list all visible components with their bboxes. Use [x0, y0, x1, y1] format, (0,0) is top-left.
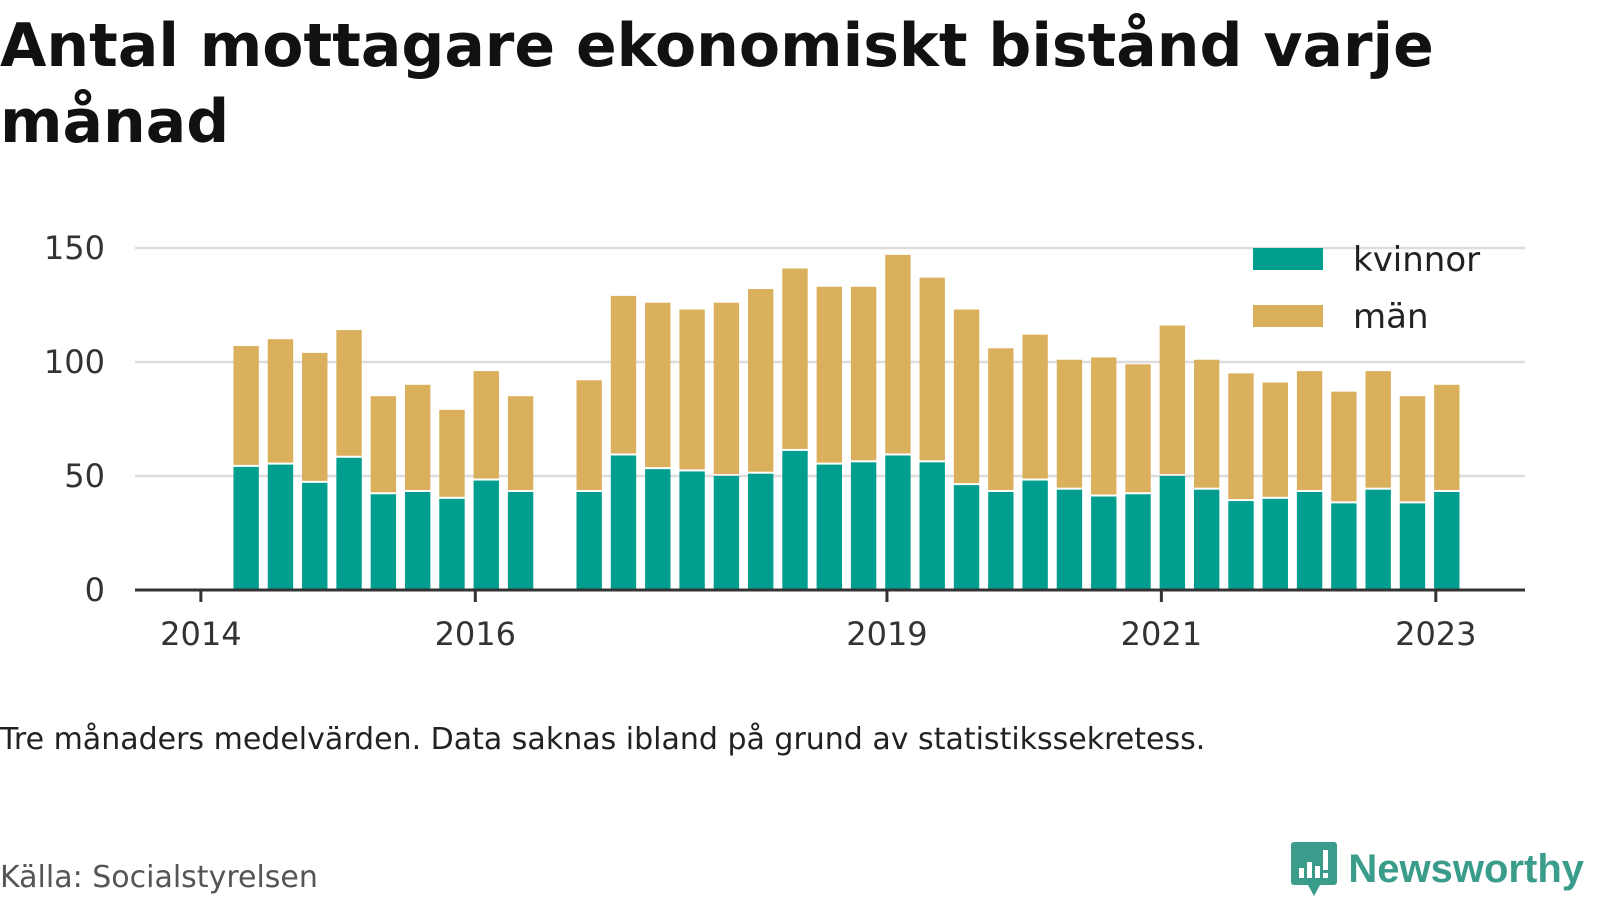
bar-kvinnor[interactable]: [1193, 489, 1220, 590]
bar-man[interactable]: [782, 268, 808, 449]
bar-man[interactable]: [1091, 357, 1117, 495]
legend: kvinnor män: [1253, 240, 1480, 337]
bar-kvinnor[interactable]: [1022, 480, 1048, 590]
bar-man[interactable]: [610, 295, 637, 454]
bar-man[interactable]: [1399, 396, 1426, 502]
bar-kvinnor[interactable]: [267, 464, 294, 590]
bar-man[interactable]: [233, 346, 259, 465]
bar-man[interactable]: [748, 289, 774, 472]
bar-man[interactable]: [1296, 371, 1323, 490]
bar-man[interactable]: [404, 384, 431, 490]
bar-kvinnor[interactable]: [1365, 489, 1391, 590]
bar-kvinnor[interactable]: [302, 482, 328, 590]
bar-man[interactable]: [267, 339, 294, 463]
bar-kvinnor[interactable]: [816, 464, 843, 590]
bar-kvinnor[interactable]: [473, 480, 499, 590]
bar-kvinnor[interactable]: [885, 455, 911, 590]
brand-name: Newsworthy: [1348, 846, 1584, 891]
bar-kvinnor[interactable]: [1399, 503, 1426, 590]
bar-chart-speech-bubble-icon: [1291, 842, 1338, 896]
legend-swatch-kvinnor: [1253, 248, 1323, 270]
x-tick-label: 2023: [1395, 615, 1476, 653]
bar-man[interactable]: [953, 309, 980, 484]
bar-man[interactable]: [370, 396, 397, 493]
bar-kvinnor[interactable]: [233, 466, 259, 590]
bar-man[interactable]: [1159, 325, 1186, 474]
x-tick-label: 2014: [160, 615, 241, 653]
bar-man[interactable]: [1193, 359, 1220, 488]
bar-man[interactable]: [1365, 371, 1391, 488]
bar-man[interactable]: [816, 286, 843, 463]
bar-kvinnor[interactable]: [748, 473, 774, 590]
bar-man[interactable]: [473, 371, 499, 479]
bar-kvinnor[interactable]: [1228, 501, 1254, 590]
legend-label: kvinnor: [1353, 240, 1480, 280]
bar-kvinnor[interactable]: [404, 491, 431, 590]
bar-kvinnor[interactable]: [1331, 503, 1357, 590]
bar-kvinnor[interactable]: [850, 462, 877, 590]
bar-man[interactable]: [1056, 359, 1083, 488]
chart-note: Tre månaders medelvärden. Data saknas ib…: [0, 722, 1206, 757]
bar-kvinnor[interactable]: [610, 455, 637, 590]
x-tick-label: 2021: [1121, 615, 1202, 653]
y-tick-label: 50: [64, 457, 105, 495]
bar-kvinnor[interactable]: [336, 457, 362, 590]
bar-man[interactable]: [713, 302, 740, 474]
bar-man[interactable]: [1331, 391, 1357, 502]
legend-label: män: [1353, 297, 1429, 337]
bar-man[interactable]: [1262, 382, 1288, 497]
bar-man[interactable]: [919, 277, 945, 461]
y-tick-label: 150: [44, 229, 105, 267]
brand-logo[interactable]: Newsworthy: [1290, 840, 1584, 898]
stacked-bar-chart: 0 50 100 150 2014 2016 2019 2021 2023 kvinnor män: [44, 229, 1525, 653]
x-tick-label: 2019: [846, 615, 927, 653]
bar-man[interactable]: [1228, 373, 1254, 500]
bar-kvinnor[interactable]: [645, 469, 671, 590]
bar-man[interactable]: [302, 352, 328, 481]
bar-kvinnor[interactable]: [1056, 489, 1083, 590]
bar-man[interactable]: [645, 302, 671, 468]
chart-title: Antal mottagare ekonomiskt bistånd varje…: [0, 11, 1434, 157]
bar-man[interactable]: [885, 254, 911, 454]
bars: [233, 254, 1460, 590]
x-tick-label: 2016: [435, 615, 516, 653]
bar-man[interactable]: [850, 286, 877, 461]
bar-man[interactable]: [1434, 384, 1460, 490]
bar-man[interactable]: [576, 380, 602, 490]
bar-kvinnor[interactable]: [439, 498, 465, 590]
bar-man[interactable]: [1022, 334, 1048, 479]
bar-kvinnor[interactable]: [576, 491, 602, 590]
source-text: Källa: Socialstyrelsen: [0, 860, 318, 895]
y-tick-label: 100: [44, 343, 105, 381]
y-tick-label: 0: [85, 571, 105, 609]
axes: 0 50 100 150 2014 2016 2019 2021 2023: [44, 229, 1525, 653]
bar-kvinnor[interactable]: [1262, 498, 1288, 590]
bar-kvinnor[interactable]: [1296, 491, 1323, 590]
bar-kvinnor[interactable]: [782, 450, 808, 590]
bar-man[interactable]: [439, 409, 465, 497]
bar-kvinnor[interactable]: [988, 491, 1014, 590]
bar-kvinnor[interactable]: [953, 485, 980, 590]
bar-man[interactable]: [336, 330, 362, 456]
bar-kvinnor[interactable]: [919, 462, 945, 590]
bar-kvinnor[interactable]: [1091, 496, 1117, 590]
bar-kvinnor[interactable]: [713, 476, 740, 590]
bar-kvinnor[interactable]: [370, 494, 397, 590]
bar-man[interactable]: [679, 309, 705, 470]
bar-man[interactable]: [507, 396, 534, 490]
bar-kvinnor[interactable]: [679, 471, 705, 590]
legend-swatch-man: [1253, 305, 1323, 327]
bar-kvinnor[interactable]: [1125, 494, 1151, 590]
bar-kvinnor[interactable]: [1159, 476, 1186, 590]
bar-man[interactable]: [988, 348, 1014, 490]
bar-kvinnor[interactable]: [1434, 491, 1460, 590]
bar-man[interactable]: [1125, 364, 1151, 493]
bar-kvinnor[interactable]: [507, 491, 534, 590]
